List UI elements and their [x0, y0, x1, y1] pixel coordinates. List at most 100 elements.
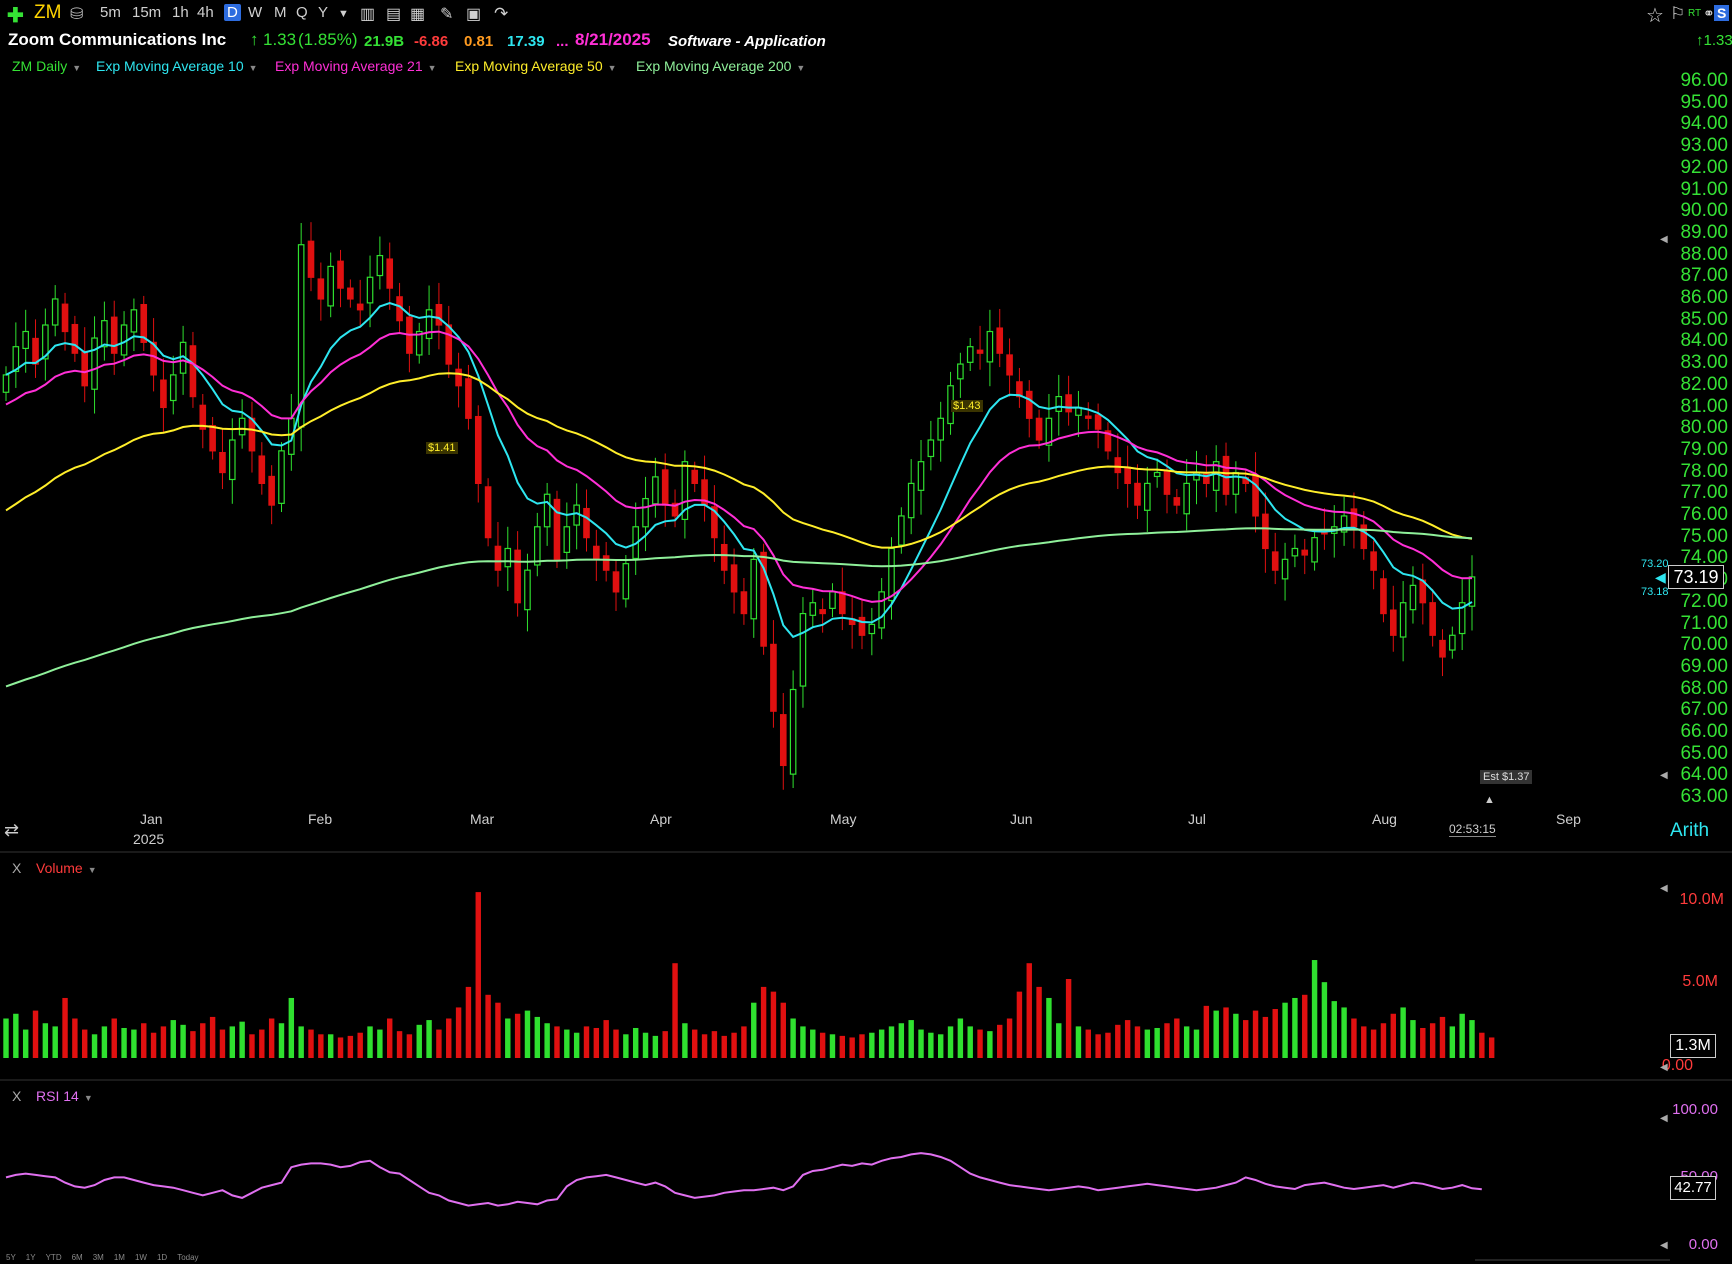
range-button-1w[interactable]: 1W: [134, 1253, 147, 1262]
candle-body: [435, 304, 443, 326]
month-tick-may: May: [830, 811, 857, 827]
price-tick: 94.00: [1680, 113, 1728, 135]
interval-daily[interactable]: D: [224, 4, 241, 21]
interval-weekly[interactable]: W: [248, 4, 263, 21]
draw-tool-icon[interactable]: ✎: [440, 6, 454, 23]
volume-bar: [268, 1018, 275, 1058]
interval-monthly[interactable]: M: [274, 4, 287, 21]
volume-bar: [1292, 997, 1298, 1058]
rsi-label[interactable]: RSI 14 ▼: [36, 1088, 93, 1104]
indicators-icon[interactable]: ▦: [410, 6, 426, 23]
legend-ema200[interactable]: Exp Moving Average 200 ▼: [636, 58, 805, 74]
candle-body: [652, 476, 659, 505]
candle-body: [907, 482, 915, 519]
candle-body: [110, 316, 118, 354]
flag-icon[interactable]: ⚐: [1670, 4, 1686, 23]
candle-body: [1350, 508, 1358, 528]
candle-body: [445, 324, 453, 365]
volume-bar: [564, 1029, 570, 1058]
volume-close-button[interactable]: X: [12, 860, 22, 876]
axis-scroll-icon[interactable]: ◀: [1660, 1113, 1668, 1124]
legend-main[interactable]: ZM Daily ▼: [12, 58, 81, 74]
candle-body: [2, 374, 10, 393]
price-tick: 93.00: [1680, 135, 1728, 157]
volume-bar: [1302, 994, 1308, 1058]
favorite-star-icon[interactable]: ☆: [1646, 5, 1664, 27]
industry: Software - Application: [668, 33, 826, 50]
interval-yearly[interactable]: Y: [318, 4, 329, 21]
interval-4h[interactable]: 4h: [197, 4, 214, 21]
more-stats[interactable]: ...: [556, 33, 569, 50]
earnings-estimate[interactable]: Est $1.37: [1480, 770, 1533, 784]
snapshot-icon[interactable]: ▣: [466, 6, 482, 23]
volume-bar: [150, 1032, 157, 1058]
scale-toggle[interactable]: Arith: [1670, 820, 1710, 841]
price-tick: 69.00: [1680, 655, 1728, 677]
candle-body: [1360, 524, 1368, 550]
interval-1h[interactable]: 1h: [172, 4, 189, 21]
volume-tick-0: 0.00: [1661, 1057, 1693, 1074]
volume-bar: [1459, 1013, 1465, 1058]
candle-body: [228, 439, 236, 481]
volume-bar: [1488, 1037, 1495, 1058]
range-button-ytd[interactable]: YTD: [45, 1253, 62, 1262]
price-tick: 89.00: [1680, 221, 1728, 243]
interval-dropdown-icon[interactable]: ▼: [338, 8, 349, 20]
range-button-6m[interactable]: 6M: [71, 1253, 83, 1262]
candle-body: [868, 623, 876, 635]
range-button-1m[interactable]: 1M: [113, 1253, 125, 1262]
axis-scroll-icon[interactable]: ◀: [1660, 770, 1668, 781]
axis-scroll-icon[interactable]: ◀: [1660, 1062, 1668, 1073]
link-icon[interactable]: ⚭: [1703, 5, 1715, 21]
legend-ema50-label: Exp Moving Average 50: [455, 58, 603, 74]
volume-bar: [573, 1032, 580, 1058]
compare-icon[interactable]: ▤: [386, 6, 402, 23]
legend-ema10[interactable]: Exp Moving Average 10 ▼: [96, 58, 258, 74]
candle-body: [1055, 396, 1063, 412]
crosshair-toggle-icon[interactable]: ⇄: [4, 820, 20, 840]
candle-body: [858, 616, 866, 636]
volume-label[interactable]: Volume ▼: [36, 860, 97, 876]
chart-type-icon[interactable]: ▥: [360, 6, 376, 23]
candle-body: [927, 439, 935, 458]
range-button-3m[interactable]: 3M: [92, 1253, 104, 1262]
candle-body: [356, 303, 364, 311]
share-icon[interactable]: ↷: [494, 4, 509, 23]
candle-body: [81, 350, 89, 387]
candle-body: [1458, 602, 1466, 635]
axis-scroll-icon[interactable]: ◀: [1660, 883, 1668, 894]
symbol-input[interactable]: ZM: [34, 2, 62, 23]
top-right-change-value: 1.33: [1703, 32, 1732, 49]
volume-bar: [711, 1031, 718, 1058]
add-symbol-icon[interactable]: ✚: [7, 5, 24, 27]
range-button-1y[interactable]: 1Y: [25, 1253, 36, 1262]
volume-bar: [180, 1024, 186, 1058]
s-badge[interactable]: S: [1714, 5, 1730, 21]
volume-bar: [878, 1029, 885, 1058]
volume-bar: [819, 1032, 826, 1058]
chart-settings-icon[interactable]: ⛁: [70, 6, 84, 23]
earnings-marker-feb[interactable]: $1.41: [426, 442, 458, 454]
interval-5m[interactable]: 5m: [100, 4, 121, 21]
legend-ema50[interactable]: Exp Moving Average 50 ▼: [455, 58, 617, 74]
legend-ema21[interactable]: Exp Moving Average 21 ▼: [275, 58, 437, 74]
range-button-1d[interactable]: 1D: [156, 1253, 168, 1262]
candle-body: [425, 309, 433, 340]
earnings-marker-may[interactable]: $1.43: [951, 400, 983, 412]
interval-quarterly[interactable]: Q: [296, 4, 308, 21]
interval-15m[interactable]: 15m: [132, 4, 162, 21]
range-button-today[interactable]: Today: [177, 1253, 199, 1262]
candle-body: [1173, 497, 1181, 506]
ema50-line: [5, 372, 1473, 549]
range-button-5y[interactable]: 5Y: [6, 1253, 16, 1262]
axis-scroll-icon[interactable]: ◀: [1660, 234, 1668, 245]
candle-body: [238, 417, 246, 436]
volume-bar: [1174, 1018, 1180, 1058]
price-tick: 66.00: [1680, 721, 1728, 742]
rsi-close-button[interactable]: X: [12, 1088, 22, 1104]
candle-body: [1222, 455, 1230, 495]
company-name: Zoom Communications Inc: [8, 30, 227, 49]
candle-body: [327, 265, 334, 307]
axis-scroll-icon[interactable]: ◀: [1660, 1240, 1668, 1251]
